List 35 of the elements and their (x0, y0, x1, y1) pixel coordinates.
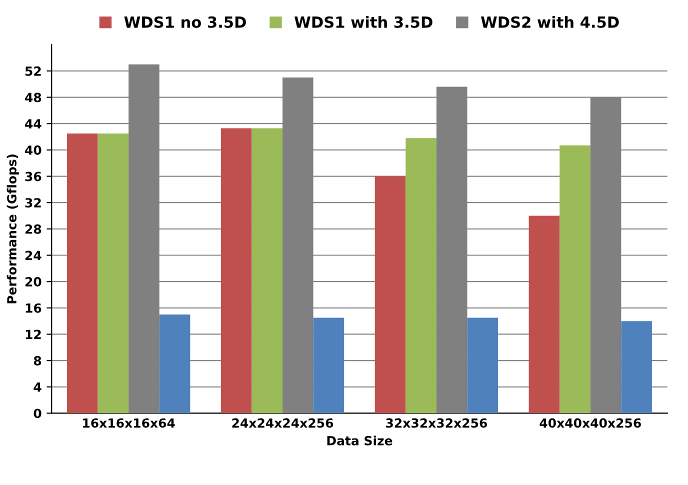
bar (66, 133, 98, 414)
bar (252, 128, 283, 414)
y-tick-label: 0 (34, 408, 42, 418)
legend-label: WDS2 with 4.5D (480, 16, 619, 28)
bar (528, 216, 560, 414)
y-tick-label: 8 (34, 356, 42, 366)
y-tick-label: 20 (25, 277, 42, 287)
bar (621, 321, 652, 414)
y-tick-label: 28 (25, 224, 42, 234)
y-tick-label: 52 (25, 66, 41, 76)
y-tick-label: 24 (25, 250, 42, 260)
x-axis-title: Data Size (327, 436, 392, 446)
legend-label: WDS1 with 3.5D (294, 16, 432, 28)
y-tick-label: 16 (26, 303, 42, 313)
y-tick-label: 36 (25, 172, 42, 182)
y-tick-label: 32 (25, 198, 41, 208)
y-tick-label: 4 (34, 382, 42, 392)
x-tick-label: 32x32x32x256 (386, 418, 488, 428)
x-tick-label: 16x16x16x64 (83, 418, 175, 428)
x-tick-label: 24x24x24x256 (232, 418, 334, 428)
y-tick-label: 44 (25, 119, 42, 128)
y-tick-label: 48 (25, 92, 42, 102)
bar (467, 318, 498, 414)
bar (374, 176, 406, 414)
y-tick-label: 40 (25, 145, 42, 155)
bar (560, 145, 590, 414)
bar (98, 133, 129, 414)
bar (220, 128, 252, 414)
bar (159, 314, 190, 414)
y-tick-label: 12 (26, 330, 41, 339)
legend-label: WDS1 no 3.5D (124, 16, 246, 28)
y-axis-title: Performance (Gflops) (6, 154, 19, 304)
bar (406, 138, 436, 414)
bar (313, 318, 344, 414)
x-tick-label: 40x40x40x256 (540, 418, 641, 428)
